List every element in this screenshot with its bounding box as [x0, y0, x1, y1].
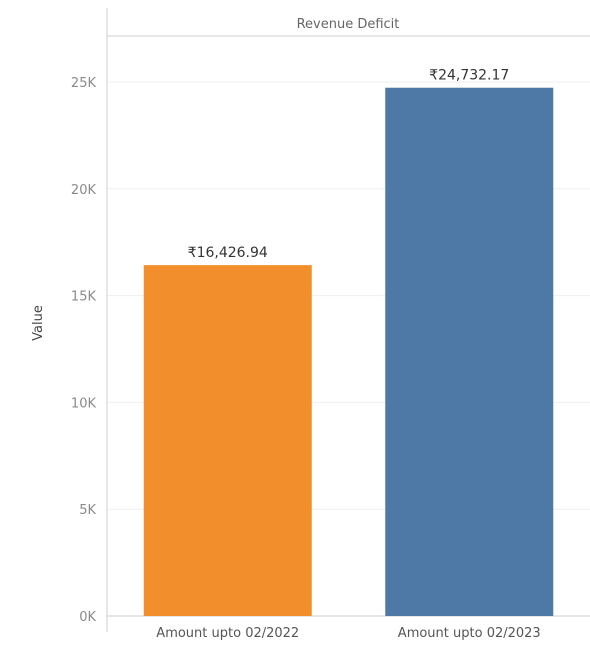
y-tick-label: 15K [71, 290, 97, 305]
y-tick-label: 20K [71, 183, 97, 198]
y-ticks: 0K 5K 10K 15K 20K 25K [71, 76, 97, 625]
category-label-2: Amount upto 02/2023 [398, 626, 541, 641]
bars [143, 87, 554, 617]
data-label-1: ₹16,426.94 [188, 245, 268, 261]
data-label-2: ₹24,732.17 [429, 68, 509, 84]
bar-1 [143, 265, 312, 616]
axes: Revenue Deficit Value [31, 8, 590, 632]
y-tick-label: 5K [79, 503, 96, 518]
column-header: Revenue Deficit [297, 17, 400, 32]
category-label-1: Amount upto 02/2022 [156, 626, 299, 641]
bar-2 [385, 87, 554, 617]
y-tick-label: 0K [79, 610, 96, 625]
y-tick-label: 25K [71, 76, 97, 91]
y-axis-label: Value [31, 305, 46, 341]
data-labels: ₹16,426.94 ₹24,732.17 [188, 68, 510, 261]
y-tick-label: 10K [71, 396, 97, 411]
category-labels: Amount upto 02/2022 Amount upto 02/2023 [156, 626, 540, 641]
